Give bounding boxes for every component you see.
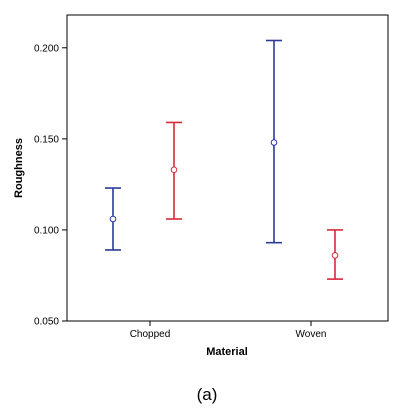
plot-frame — [66, 14, 389, 322]
mean-point — [109, 215, 117, 223]
mean-point — [170, 166, 178, 174]
x-tick-label: Chopped — [130, 329, 171, 340]
error-bar-series-1 — [105, 39, 282, 251]
mean-point — [270, 139, 278, 146]
series-layer — [105, 39, 343, 280]
y-tick-label: 0.200 — [34, 43, 59, 54]
y-tick-label: 0.050 — [34, 317, 59, 328]
error-bar — [105, 187, 121, 251]
error-bar-series-2 — [166, 121, 343, 280]
mean-point — [331, 252, 339, 259]
figure-caption: (a) — [197, 385, 218, 404]
y-axis: 0.050 0.100 0.150 0.200 — [34, 43, 67, 328]
y-tick-label: 0.150 — [34, 134, 59, 145]
error-bar — [327, 229, 343, 280]
y-tick-label: 0.100 — [34, 225, 59, 236]
error-bar — [166, 121, 182, 220]
x-axis: Chopped Woven — [130, 321, 327, 340]
x-axis-title: Material — [206, 346, 248, 358]
y-axis-title: Roughness — [13, 138, 25, 198]
x-tick-label: Woven — [296, 329, 327, 340]
error-bar — [266, 39, 282, 244]
